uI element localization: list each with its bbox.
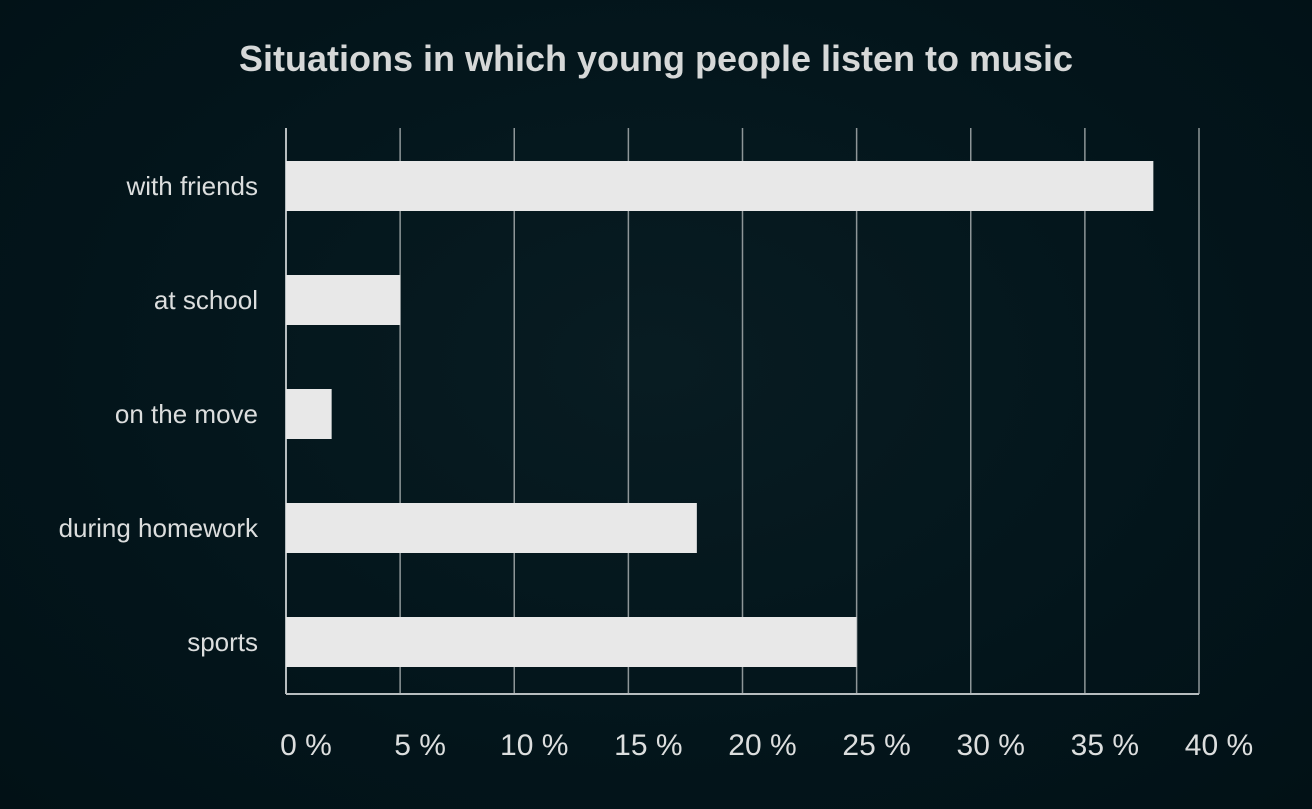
category-label: on the move bbox=[115, 399, 258, 429]
x-tick-label: 30 % bbox=[957, 729, 1025, 762]
bar-at-school bbox=[286, 275, 401, 325]
x-tick-label: 0 % bbox=[280, 729, 332, 762]
x-tick-label: 40 % bbox=[1185, 729, 1253, 762]
chart-title: Situations in which young people listen … bbox=[238, 38, 1074, 79]
x-tick-label: 35 % bbox=[1071, 729, 1139, 762]
bar-on-the-move bbox=[286, 389, 332, 439]
x-tick-label: 10 % bbox=[500, 729, 568, 762]
x-tick-label: 20 % bbox=[728, 729, 796, 762]
x-tick-label: 15 % bbox=[614, 729, 682, 762]
bar-during-homework bbox=[286, 503, 697, 553]
bar-sports bbox=[286, 617, 857, 667]
category-label: with friends bbox=[126, 171, 259, 201]
category-label: sports bbox=[187, 627, 258, 657]
category-label: during homework bbox=[59, 513, 259, 543]
x-tick-label: 25 % bbox=[842, 729, 910, 762]
bar-with-friends bbox=[286, 161, 1154, 211]
category-label: at school bbox=[154, 285, 258, 315]
x-tick-label: 5 % bbox=[394, 729, 446, 762]
